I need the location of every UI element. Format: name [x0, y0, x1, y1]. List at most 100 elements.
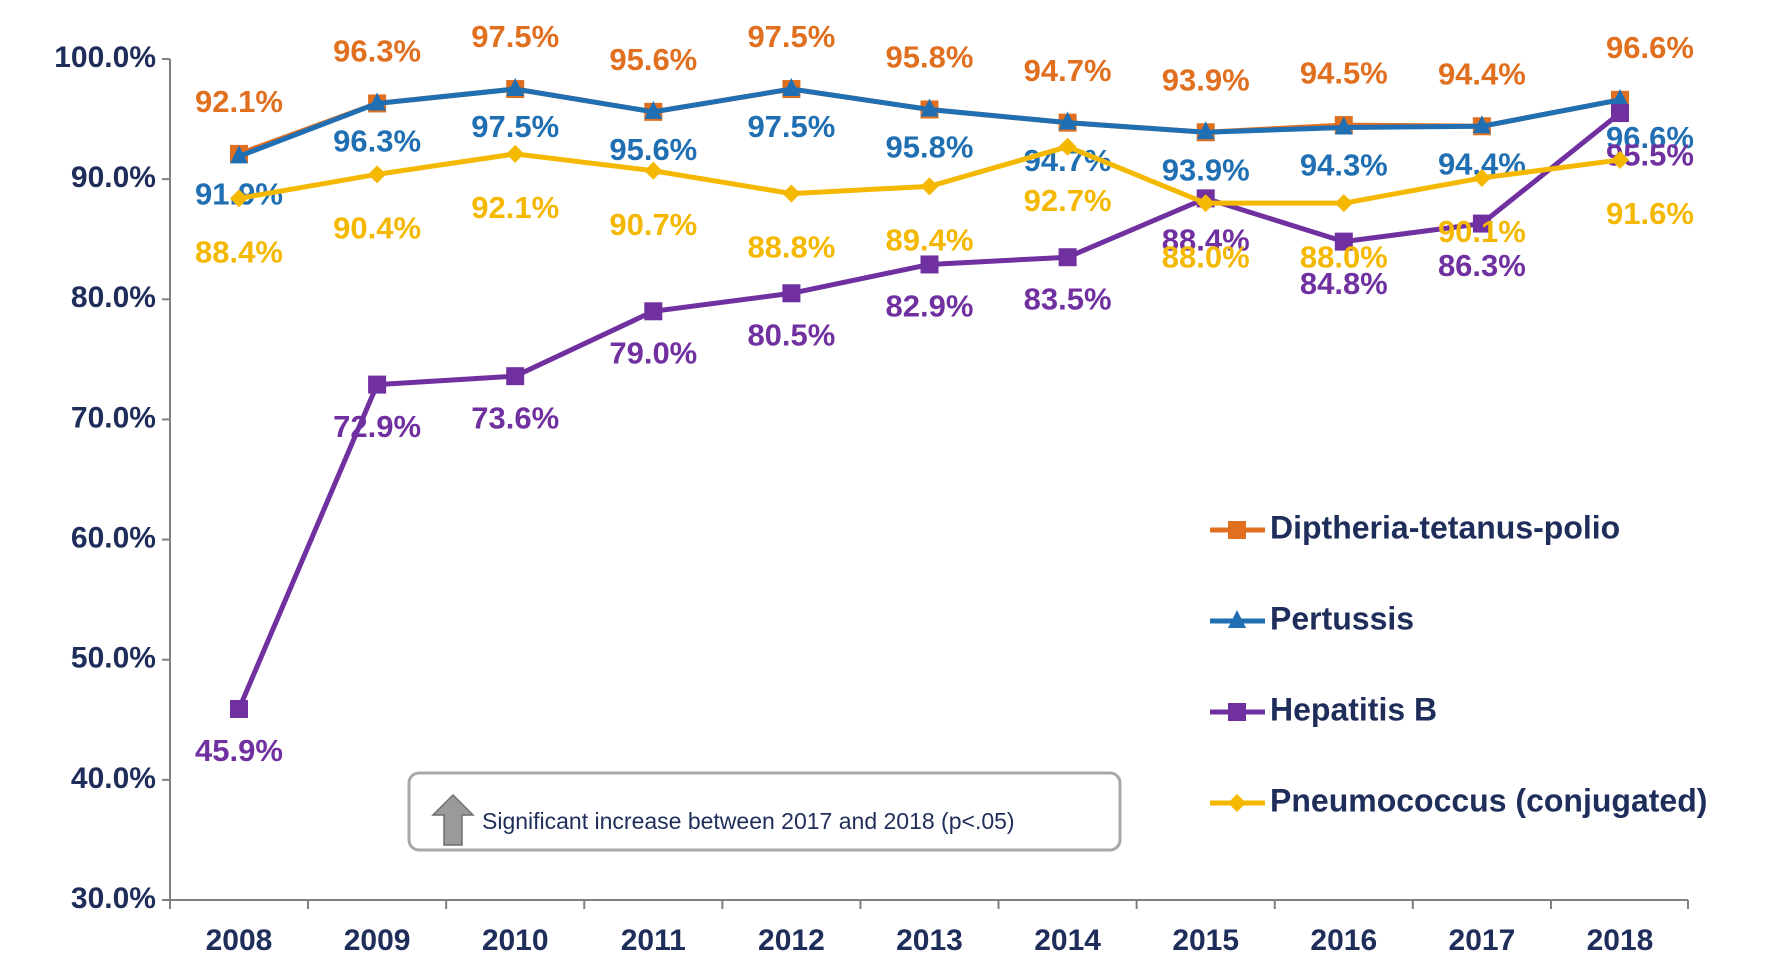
data-label: 96.3% [333, 124, 421, 159]
marker [644, 100, 663, 119]
data-label: 84.8% [1300, 266, 1388, 301]
data-label: 88.8% [747, 230, 835, 265]
marker [920, 177, 939, 196]
data-label: 95.8% [886, 40, 974, 75]
marker [1196, 194, 1215, 213]
y-tick-label: 70.0% [71, 401, 156, 434]
marker [1611, 150, 1629, 169]
data-label: 94.4% [1438, 56, 1526, 91]
marker [920, 98, 939, 117]
x-tick-label: 2011 [621, 924, 686, 957]
data-label: 90.4% [333, 211, 421, 246]
x-tick-label: 2018 [1587, 924, 1654, 957]
x-tick-label: 2013 [896, 924, 963, 957]
marker [506, 78, 525, 97]
data-label: 96.3% [333, 34, 421, 69]
data-label: 83.5% [1024, 281, 1112, 316]
series: 45.9% 72.9% 73.6% 79.0% 80.5% 82.9% 83.5% 88.4%… [195, 104, 1694, 768]
marker [1228, 610, 1246, 628]
marker [1228, 703, 1246, 721]
x-tick-label: 2008 [206, 924, 273, 957]
data-label: 73.6% [471, 400, 559, 435]
data-label: 94.3% [1300, 148, 1388, 183]
legend-label: Pneumococcus (conjugated) [1270, 782, 1707, 818]
marker [1334, 194, 1353, 213]
marker [368, 92, 387, 111]
marker [506, 367, 525, 386]
marker [1611, 104, 1629, 123]
marker [230, 699, 248, 718]
data-label: 97.5% [747, 109, 835, 144]
data-label: 90.1% [1438, 214, 1526, 249]
marker [230, 189, 248, 208]
data-label: 82.9% [886, 289, 974, 324]
x-tick-label: 2015 [1172, 924, 1239, 957]
annotation-text: Significant increase between 2017 and 20… [482, 808, 1015, 834]
data-label: 93.9% [1162, 152, 1250, 187]
marker [920, 255, 939, 274]
legend: Diptheria-tetanus-polio Pertussis Hepatiti… [1210, 509, 1707, 818]
x-tick-label: 2010 [482, 924, 549, 957]
marker [782, 184, 801, 203]
data-label: 93.9% [1162, 62, 1250, 97]
data-label: 97.5% [471, 19, 559, 54]
marker [1472, 115, 1491, 134]
marker [1196, 121, 1215, 140]
x-tick-label: 2014 [1034, 924, 1101, 957]
data-label: 72.9% [333, 409, 421, 444]
series: 88.4% 90.4% 92.1% 90.7% 88.8% 89.4% 92.7% 88.0%… [195, 137, 1694, 274]
marker [1058, 137, 1077, 156]
data-label: 80.5% [747, 317, 835, 352]
data-label: 86.3% [1438, 248, 1526, 283]
marker [1228, 794, 1246, 812]
data-label: 92.1% [471, 190, 559, 225]
data-label: 88.0% [1162, 239, 1250, 274]
data-label: 88.4% [195, 235, 283, 270]
marker [1334, 232, 1353, 251]
legend-label: Diptheria-tetanus-polio [1270, 509, 1620, 545]
data-label: 94.7% [1024, 53, 1112, 88]
x-tick-label: 2016 [1310, 924, 1377, 957]
data-label: 92.7% [1024, 183, 1112, 218]
y-tick-label: 40.0% [71, 762, 156, 795]
data-label: 95.6% [609, 42, 697, 77]
marker [644, 302, 663, 321]
x-tick-label: 2012 [758, 924, 825, 957]
data-label: 79.0% [609, 335, 697, 370]
marker [506, 144, 525, 163]
marker [1058, 248, 1077, 267]
marker [644, 161, 663, 180]
data-label: 95.8% [886, 130, 974, 165]
annotation-box: Significant increase between 2017 and 20… [407, 771, 1122, 852]
data-label: 95.6% [609, 132, 697, 167]
y-tick-label: 100.0% [54, 41, 156, 74]
x-tick-label: 2017 [1449, 924, 1516, 957]
data-label: 91.6% [1606, 196, 1694, 231]
y-tick-label: 80.0% [71, 281, 156, 314]
x-tick-label: 2009 [344, 924, 411, 957]
marker [782, 78, 801, 97]
arrow-icon [431, 793, 475, 846]
y-tick-label: 90.0% [71, 161, 156, 194]
data-label: 89.4% [886, 223, 974, 258]
marker [1334, 116, 1353, 135]
marker [368, 375, 387, 394]
data-label: 90.7% [609, 207, 697, 242]
data-label: 97.5% [471, 109, 559, 144]
data-label: 45.9% [195, 733, 283, 768]
data-label: 96.6% [1606, 30, 1694, 65]
marker [782, 284, 801, 303]
marker [368, 165, 387, 184]
y-tick-label: 50.0% [71, 642, 156, 675]
marker [1472, 168, 1491, 187]
data-label: 96.6% [1606, 120, 1694, 155]
legend-label: Pertussis [1270, 600, 1414, 636]
data-label: 88.0% [1300, 239, 1388, 274]
annotation-frame [407, 771, 1122, 852]
data-label: 97.5% [747, 19, 835, 54]
data-label: 88.4% [1162, 223, 1250, 258]
marker [1058, 111, 1077, 130]
y-tick-label: 60.0% [71, 521, 156, 554]
data-label: 94.5% [1300, 55, 1388, 90]
